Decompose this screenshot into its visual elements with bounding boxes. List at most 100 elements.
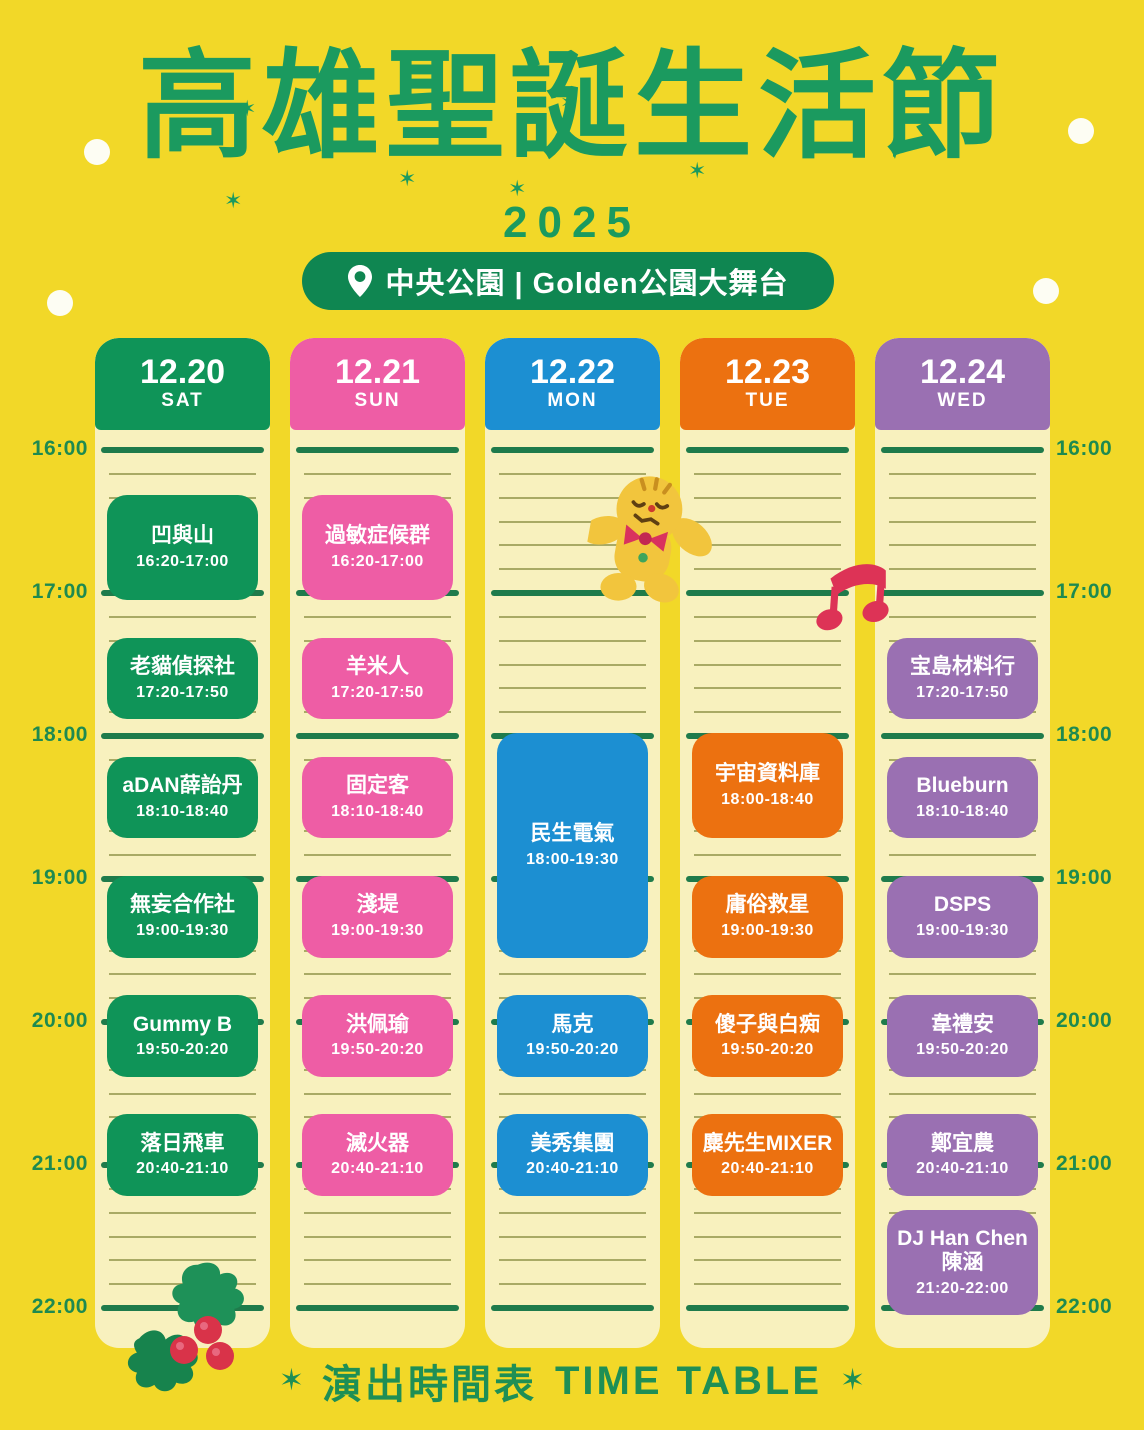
column-date: 12.23: [724, 352, 811, 391]
event-name: 落日飛車: [140, 1131, 225, 1155]
day-column-sun: 12.21 SUN 過敏症候群 16:20-17:00 羊米人 17:20-17:50 固定…: [290, 338, 465, 1348]
white-dot: [84, 139, 110, 165]
minute-rule-line: [694, 854, 841, 857]
event-name: 鄭宜農: [931, 1131, 994, 1155]
column-date: 12.21: [334, 352, 421, 391]
minute-rule-line: [889, 1092, 1036, 1095]
column-header-wed: 12.24 WED: [875, 338, 1050, 430]
minute-rule-line: [889, 496, 1036, 499]
minute-rule-line: [694, 1259, 841, 1262]
event-name: 淺堤: [356, 893, 399, 917]
minute-rule-line: [109, 472, 256, 475]
column-date: 12.20: [139, 352, 226, 391]
minute-rule-line: [694, 615, 841, 618]
minute-rule-line: [694, 544, 841, 547]
event-time: 16:20-17:00: [136, 552, 229, 570]
event-name: 韋禮安: [931, 1012, 994, 1036]
column-date: 12.24: [919, 352, 1006, 391]
event-block: 韋禮安 19:50-20:20: [887, 995, 1038, 1077]
event-name: 馬克: [551, 1012, 594, 1036]
hour-label-left: 16:00: [31, 437, 88, 460]
hour-label-right: 18:00: [1056, 723, 1113, 746]
footer-label-zh: 演出時間表: [321, 1363, 537, 1407]
minute-rule-line: [304, 854, 451, 857]
minute-rule-line: [499, 568, 646, 571]
music-note-icon: [812, 552, 894, 639]
location-pin-icon: [347, 264, 373, 298]
location-badge-label: 中央公園 | Golden公園大舞台: [385, 268, 789, 300]
minute-rule-line: [499, 687, 646, 690]
minute-rule-line: [694, 973, 841, 976]
sparkle-star-icon: ✶: [560, 90, 579, 115]
event-name: 洪佩瑜: [346, 1012, 409, 1036]
event-block: aDAN薛詒丹 18:10-18:40: [107, 756, 258, 839]
column-weekday: MON: [547, 390, 598, 412]
event-time: 19:50-20:20: [526, 1041, 619, 1059]
minute-rule-line: [889, 472, 1036, 475]
white-dot: [1033, 278, 1059, 304]
event-block: DSPS 19:00-19:30: [887, 876, 1038, 958]
footer-star-icon: ✶: [278, 1364, 304, 1397]
column-header-sat: 12.20 SAT: [95, 338, 270, 430]
hour-label-left: 17:00: [31, 580, 88, 603]
hour-label-right: 16:00: [1056, 437, 1113, 460]
event-time: 18:00-18:40: [721, 791, 814, 809]
hour-rule-line: [881, 447, 1044, 453]
hour-rule-line: [101, 447, 264, 453]
column-date: 12.22: [529, 352, 616, 391]
column-header-tue: 12.23 TUE: [680, 338, 855, 430]
event-name: 羊米人: [346, 655, 409, 679]
day-column-sat: 12.20 SAT 凹與山 16:20-17:00 老貓偵探社 17:20-17:50 aD…: [95, 338, 270, 1348]
event-name: 過敏症候群: [325, 523, 430, 547]
minute-rule-line: [694, 639, 841, 642]
event-block: 鄭宜農 20:40-21:10: [887, 1114, 1038, 1196]
event-time: 20:40-21:10: [526, 1160, 619, 1178]
hour-rule-line: [881, 733, 1044, 739]
minute-rule-line: [694, 711, 841, 714]
minute-rule-line: [499, 663, 646, 666]
event-time: 17:20-17:50: [916, 683, 1009, 701]
event-name: Blueburn: [916, 774, 1009, 798]
column-weekday: WED: [937, 390, 988, 412]
minute-rule-line: [694, 1283, 841, 1286]
minute-rule-line: [109, 854, 256, 857]
event-name: DSPS: [933, 893, 992, 917]
event-name: 宇宙資料庫: [715, 762, 820, 786]
minute-rule-line: [694, 1092, 841, 1095]
event-block: 宝島材料行 17:20-17:50: [887, 637, 1038, 720]
minute-rule-line: [109, 1092, 256, 1095]
gingerbread-cookie-icon: [577, 462, 728, 625]
event-time: 20:40-21:10: [721, 1160, 814, 1178]
minute-rule-line: [304, 1259, 451, 1262]
minute-rule-line: [304, 1235, 451, 1238]
event-time: 17:20-17:50: [331, 683, 424, 701]
minute-rule-line: [109, 1235, 256, 1238]
hour-label-right: 22:00: [1056, 1295, 1113, 1318]
hour-label-left: 18:00: [31, 723, 88, 746]
event-block: 馬克 19:50-20:20: [497, 995, 648, 1077]
event-name: 凹與山: [151, 523, 214, 547]
event-time: 17:20-17:50: [136, 683, 229, 701]
event-time: 19:50-20:20: [331, 1041, 424, 1059]
white-dot: [1068, 118, 1094, 144]
minute-rule-line: [499, 544, 646, 547]
hour-rule-line: [296, 733, 459, 739]
event-name: 固定客: [346, 774, 409, 798]
sparkle-star-icon: ✶: [238, 96, 257, 121]
minute-rule-line: [889, 854, 1036, 857]
hour-label-left: 21:00: [31, 1152, 88, 1175]
event-block: 洪佩瑜 19:50-20:20: [302, 995, 453, 1077]
event-name: aDAN薛詒丹: [122, 774, 243, 798]
sparkle-star-icon: ✶: [508, 176, 527, 201]
event-time: 19:50-20:20: [916, 1041, 1009, 1059]
event-time: 20:40-21:10: [916, 1160, 1009, 1178]
event-block: 傻子與白痴 19:50-20:20: [692, 995, 843, 1077]
minute-rule-line: [694, 663, 841, 666]
minute-rule-line: [109, 615, 256, 618]
minute-rule-line: [304, 615, 451, 618]
minute-rule-line: [694, 1235, 841, 1238]
event-name: 民生電氣: [530, 821, 615, 845]
footer-star-icon: ✶: [840, 1364, 866, 1397]
event-block: DJ Han Chen 陳涵 21:20-22:00: [887, 1209, 1038, 1315]
